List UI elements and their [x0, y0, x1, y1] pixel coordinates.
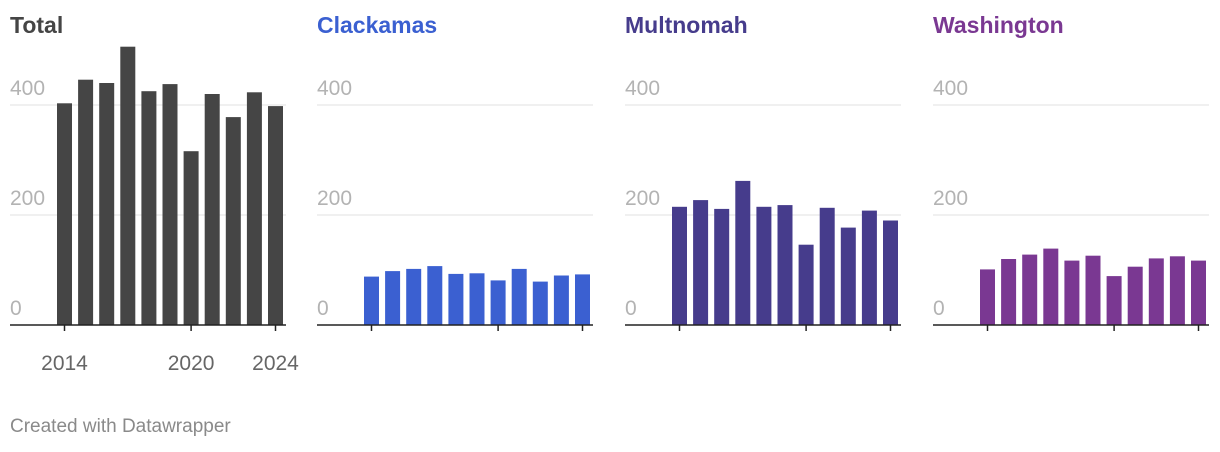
- bar-multnomah-2016: [714, 208, 730, 325]
- panel-title-total: Total: [10, 12, 63, 38]
- bar-washington-2020: [1106, 276, 1122, 326]
- y-tick-label-washington-200: 200: [933, 187, 968, 210]
- bar-clackamas-2017: [427, 266, 443, 325]
- bar-total-2017: [120, 46, 136, 325]
- y-tick-label-multnomah-400: 400: [625, 77, 660, 100]
- bar-clackamas-2021: [511, 268, 527, 325]
- bar-clackamas-2015: [385, 271, 401, 325]
- bar-washington-2016: [1022, 254, 1038, 325]
- bar-total-2024: [268, 106, 283, 325]
- bar-total-2019: [162, 84, 178, 325]
- bar-washington-2023: [1169, 256, 1185, 326]
- bar-total-2015: [78, 79, 94, 325]
- y-tick-label-washington-0: 0: [933, 297, 945, 320]
- x-tick-label-total-2014: 2014: [41, 352, 88, 375]
- bar-multnomah-2019: [777, 205, 793, 325]
- bar-multnomah-2020: [798, 244, 814, 325]
- y-tick-label-clackamas-400: 400: [317, 77, 352, 100]
- bar-clackamas-2019: [469, 273, 485, 325]
- y-tick-label-total-0: 0: [10, 297, 22, 320]
- bar-total-2021: [204, 94, 220, 325]
- bar-washington-2019: [1085, 255, 1101, 325]
- bar-clackamas-2016: [406, 268, 422, 325]
- bar-washington-2022: [1148, 258, 1164, 325]
- bar-washington-2017: [1043, 248, 1059, 326]
- panel-title-multnomah: Multnomah: [625, 12, 748, 38]
- bar-clackamas-2014: [364, 276, 379, 325]
- bar-clackamas-2018: [448, 273, 464, 326]
- bar-washington-2015: [1001, 259, 1017, 325]
- y-tick-label-clackamas-200: 200: [317, 187, 352, 210]
- bar-clackamas-2020: [490, 280, 506, 325]
- bar-clackamas-2024: [575, 274, 590, 325]
- bar-multnomah-2015: [693, 200, 709, 325]
- y-tick-label-multnomah-200: 200: [625, 187, 660, 210]
- bar-total-2018: [141, 91, 157, 325]
- x-tick-label-total-2020: 2020: [168, 352, 215, 375]
- panel-title-clackamas: Clackamas: [317, 12, 437, 38]
- bar-multnomah-2014: [672, 206, 687, 326]
- datawrapper-credit: Created with Datawrapper: [10, 416, 231, 437]
- y-tick-label-clackamas-0: 0: [317, 297, 329, 320]
- y-tick-label-total-400: 400: [10, 77, 45, 100]
- bar-multnomah-2021: [819, 207, 835, 325]
- bar-washington-2021: [1127, 266, 1143, 325]
- bar-multnomah-2018: [756, 206, 772, 326]
- y-tick-label-total-200: 200: [10, 187, 45, 210]
- bar-multnomah-2024: [883, 220, 898, 325]
- bar-total-2016: [99, 83, 115, 325]
- bar-multnomah-2023: [861, 210, 877, 325]
- panel-title-washington: Washington: [933, 12, 1064, 38]
- bar-washington-2024: [1191, 260, 1206, 325]
- bar-washington-2018: [1064, 260, 1080, 325]
- bar-total-2014: [57, 103, 72, 325]
- bar-total-2020: [183, 151, 199, 325]
- x-tick-label-total-2024: 2024: [252, 352, 299, 375]
- bar-multnomah-2017: [735, 180, 751, 325]
- bar-total-2023: [246, 92, 262, 325]
- bar-total-2022: [225, 117, 241, 325]
- bar-multnomah-2022: [840, 227, 856, 325]
- y-tick-label-multnomah-0: 0: [625, 297, 637, 320]
- y-tick-label-washington-400: 400: [933, 77, 968, 100]
- bar-washington-2014: [980, 269, 995, 325]
- bar-clackamas-2023: [553, 275, 569, 325]
- bar-clackamas-2022: [532, 281, 548, 326]
